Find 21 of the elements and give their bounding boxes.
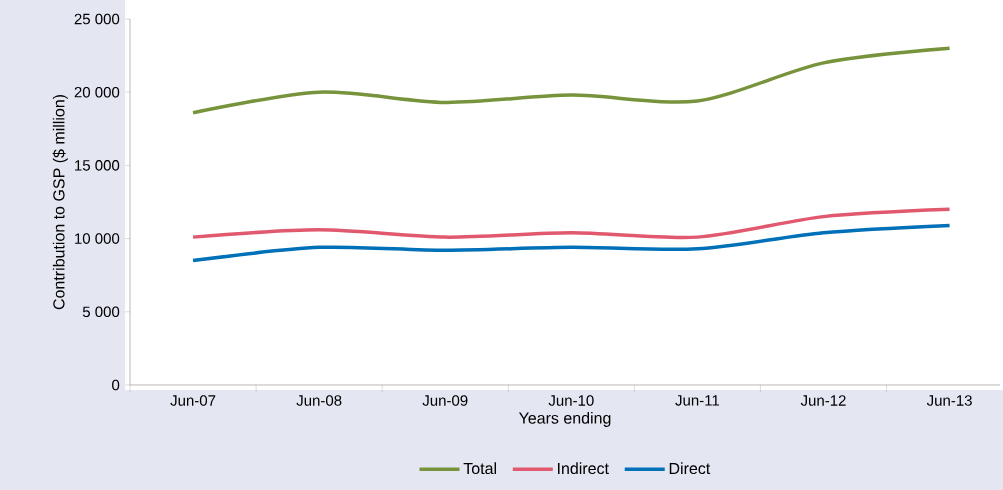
x-tick-label: Jun-12	[800, 395, 846, 406]
legend-label: Direct	[669, 462, 711, 475]
line-series	[191, 207, 952, 240]
x-tick-label: Jun-13	[926, 395, 972, 406]
legend-label: Indirect	[558, 462, 609, 475]
x-tick-label: Jun-08	[296, 395, 342, 406]
y-tick-label: 25 000	[74, 13, 120, 25]
x-tick-label: Jun-07	[170, 395, 216, 406]
y-tick-label: 5 000	[82, 306, 120, 318]
x-tick-label: Jun-10	[548, 395, 594, 406]
y-tick-label: 20 000	[74, 86, 120, 98]
y-tick-label: 15 000	[75, 160, 120, 171]
x-axis-title: Years ending	[518, 412, 611, 427]
y-tick-label: 10 000	[75, 233, 120, 244]
line-series	[191, 223, 952, 263]
x-tick-label: Jun-11	[675, 395, 720, 406]
y-axis-title: Contribution to GSP ($ million)	[52, 94, 68, 310]
x-tick-label: Jun-09	[422, 395, 468, 406]
line-series	[191, 46, 952, 115]
legend-label: Total	[463, 462, 496, 475]
y-tick-label: 0	[112, 379, 120, 391]
